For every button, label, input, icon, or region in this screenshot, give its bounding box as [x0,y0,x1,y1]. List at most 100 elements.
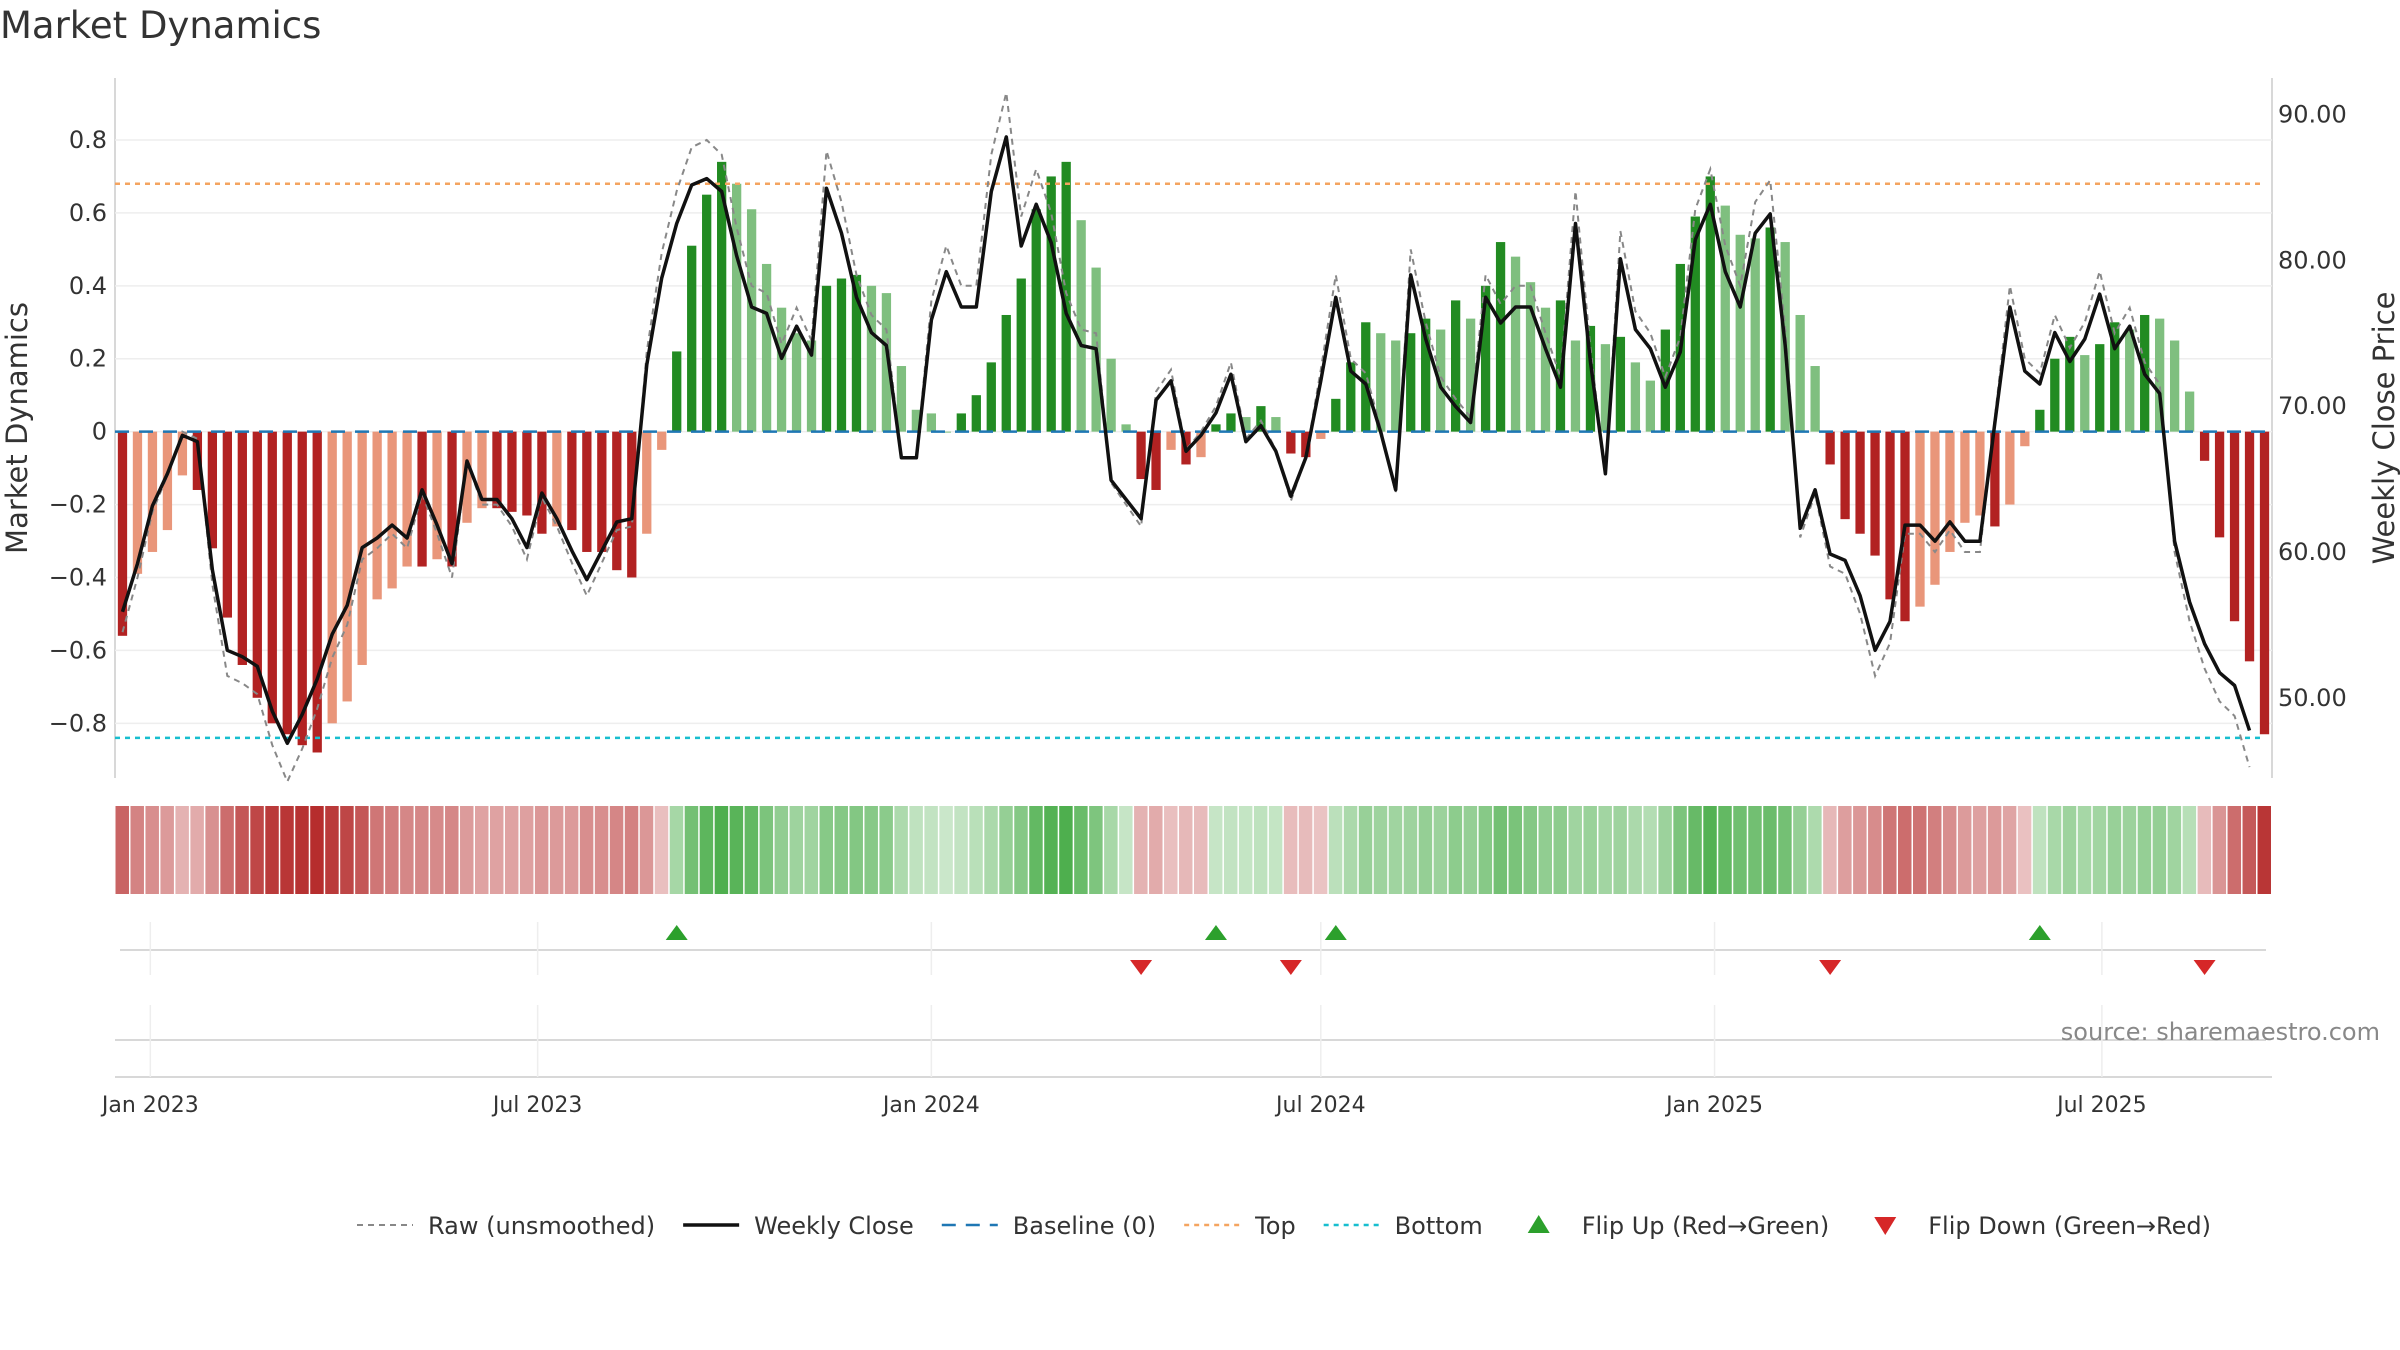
regime-strip-cell [2017,806,2032,894]
regime-strip-cell [1658,806,1672,894]
dynamics-bar [1001,314,1011,432]
dynamics-bar [1076,220,1086,432]
dynamics-bar [1376,333,1386,432]
dynamics-bar [1136,431,1146,480]
regime-strip-cell [549,806,564,894]
dynamics-bar [1930,431,1940,585]
x-tick-label: Jan 2024 [881,1093,980,1118]
y-tick-label: 0.4 [69,272,107,300]
regime-strip-cell [1628,806,1642,894]
regime-strip-cell [984,806,998,894]
dynamics-bar [1870,431,1880,556]
dynamics-bar [2065,336,2075,432]
dynamics-bar [2125,329,2135,432]
regime-strip-cell [1568,806,1582,894]
source-label: source: sharemaestro.com [2061,1018,2380,1046]
regime-strip-cell [2152,806,2167,894]
regime-strip-cell [115,806,129,894]
regime-strip-cell [205,806,219,894]
legend-label: Flip Up (Red→Green) [1582,1212,1830,1240]
regime-strip-cell [1853,806,1867,894]
y2-tick-label: 80.00 [2278,246,2347,274]
regime-strip-cell [160,806,174,894]
dynamics-bar [1106,358,1116,432]
dynamics-bar [1555,300,1566,432]
legend-flip-down-swatch [1874,1217,1897,1235]
dynamics-bar [1540,307,1551,432]
regime-strip-cell [1164,806,1178,894]
x-tick-label: Jan 2023 [100,1093,199,1118]
dynamics-bar [761,263,772,432]
dynamics-bar [1331,398,1341,432]
dynamics-bar [1016,278,1026,432]
dynamics-bar [222,431,232,618]
dynamics-bar [2244,431,2255,662]
dynamics-bar [851,274,862,432]
dynamics-bar [327,431,337,724]
dynamics-bar [1510,256,1521,432]
y-tick-label: −0.2 [49,491,107,519]
regime-strip-cell [250,806,264,894]
regime-strip-cell [1583,806,1597,894]
regime-strip-cell [295,806,309,894]
regime-strip-cell [310,806,324,894]
regime-strip-cell [1089,806,1103,894]
y2-tick-label: 50.00 [2278,684,2347,712]
y-tick-label: −0.6 [49,636,107,664]
regime-strip-cell [714,806,729,894]
dynamics-bar [237,431,247,665]
x-tick-label: Jan 2025 [1664,1093,1763,1118]
regime-strip-cell [2197,806,2212,894]
regime-strip-cell [639,806,654,894]
dynamics-bar [1765,227,1775,432]
regime-strip-cell [594,806,609,894]
dynamics-bar [1316,431,1326,439]
regime-strip-cell [1673,806,1687,894]
dynamics-bar [267,431,277,724]
dynamics-bar [522,431,532,516]
dynamics-bar [1960,431,1970,523]
regime-strip-cell [1059,806,1073,894]
regime-strip-cell [609,806,624,894]
regime-strip-cell [744,806,759,894]
dynamics-bar [1301,431,1311,458]
regime-strip-cell [1448,806,1463,894]
dynamics-bar [1600,344,1611,432]
regime-strip-cell [699,806,714,894]
regime-strip-cell [1523,806,1538,894]
dynamics-bar [597,431,607,552]
regime-strip-cell [1328,806,1343,894]
regime-strip-cell [1223,806,1238,894]
dynamics-bar [717,161,727,432]
regime-strip-cell [924,806,938,894]
regime-strip-cell [1778,806,1792,894]
dynamics-bar [342,431,352,702]
dynamics-bar [432,431,442,560]
dynamics-bar [1630,362,1641,432]
dynamics-bar [1720,205,1730,432]
x-tick-label: Jul 2024 [1274,1093,1366,1118]
y-tick-label: 0.6 [69,199,107,227]
regime-strip-cell [519,806,534,894]
legend-label: Raw (unsmoothed) [428,1212,655,1240]
regime-strip-cell [145,806,159,894]
dynamics-bar [1750,238,1760,432]
dynamics-bar [1421,318,1431,432]
regime-strip-cell [2212,806,2227,894]
dynamics-bar [1525,282,1536,432]
dynamics-bar [1346,362,1356,432]
dynamics-bar [582,431,592,552]
regime-strip-cell [1014,806,1028,894]
regime-strip-cell [1268,806,1283,894]
regime-strip-cell [2167,806,2182,894]
regime-strip-cell [954,806,968,894]
dynamics-bar [1031,209,1041,432]
dynamics-bar [1196,431,1206,458]
dynamics-bar [147,431,158,552]
dynamics-bar [1151,431,1161,490]
dynamics-bar [537,431,547,534]
legend-label: Weekly Close [754,1212,914,1240]
dynamics-bar [806,340,817,432]
dynamics-bar [477,431,487,509]
regime-strip-cell [729,806,744,894]
